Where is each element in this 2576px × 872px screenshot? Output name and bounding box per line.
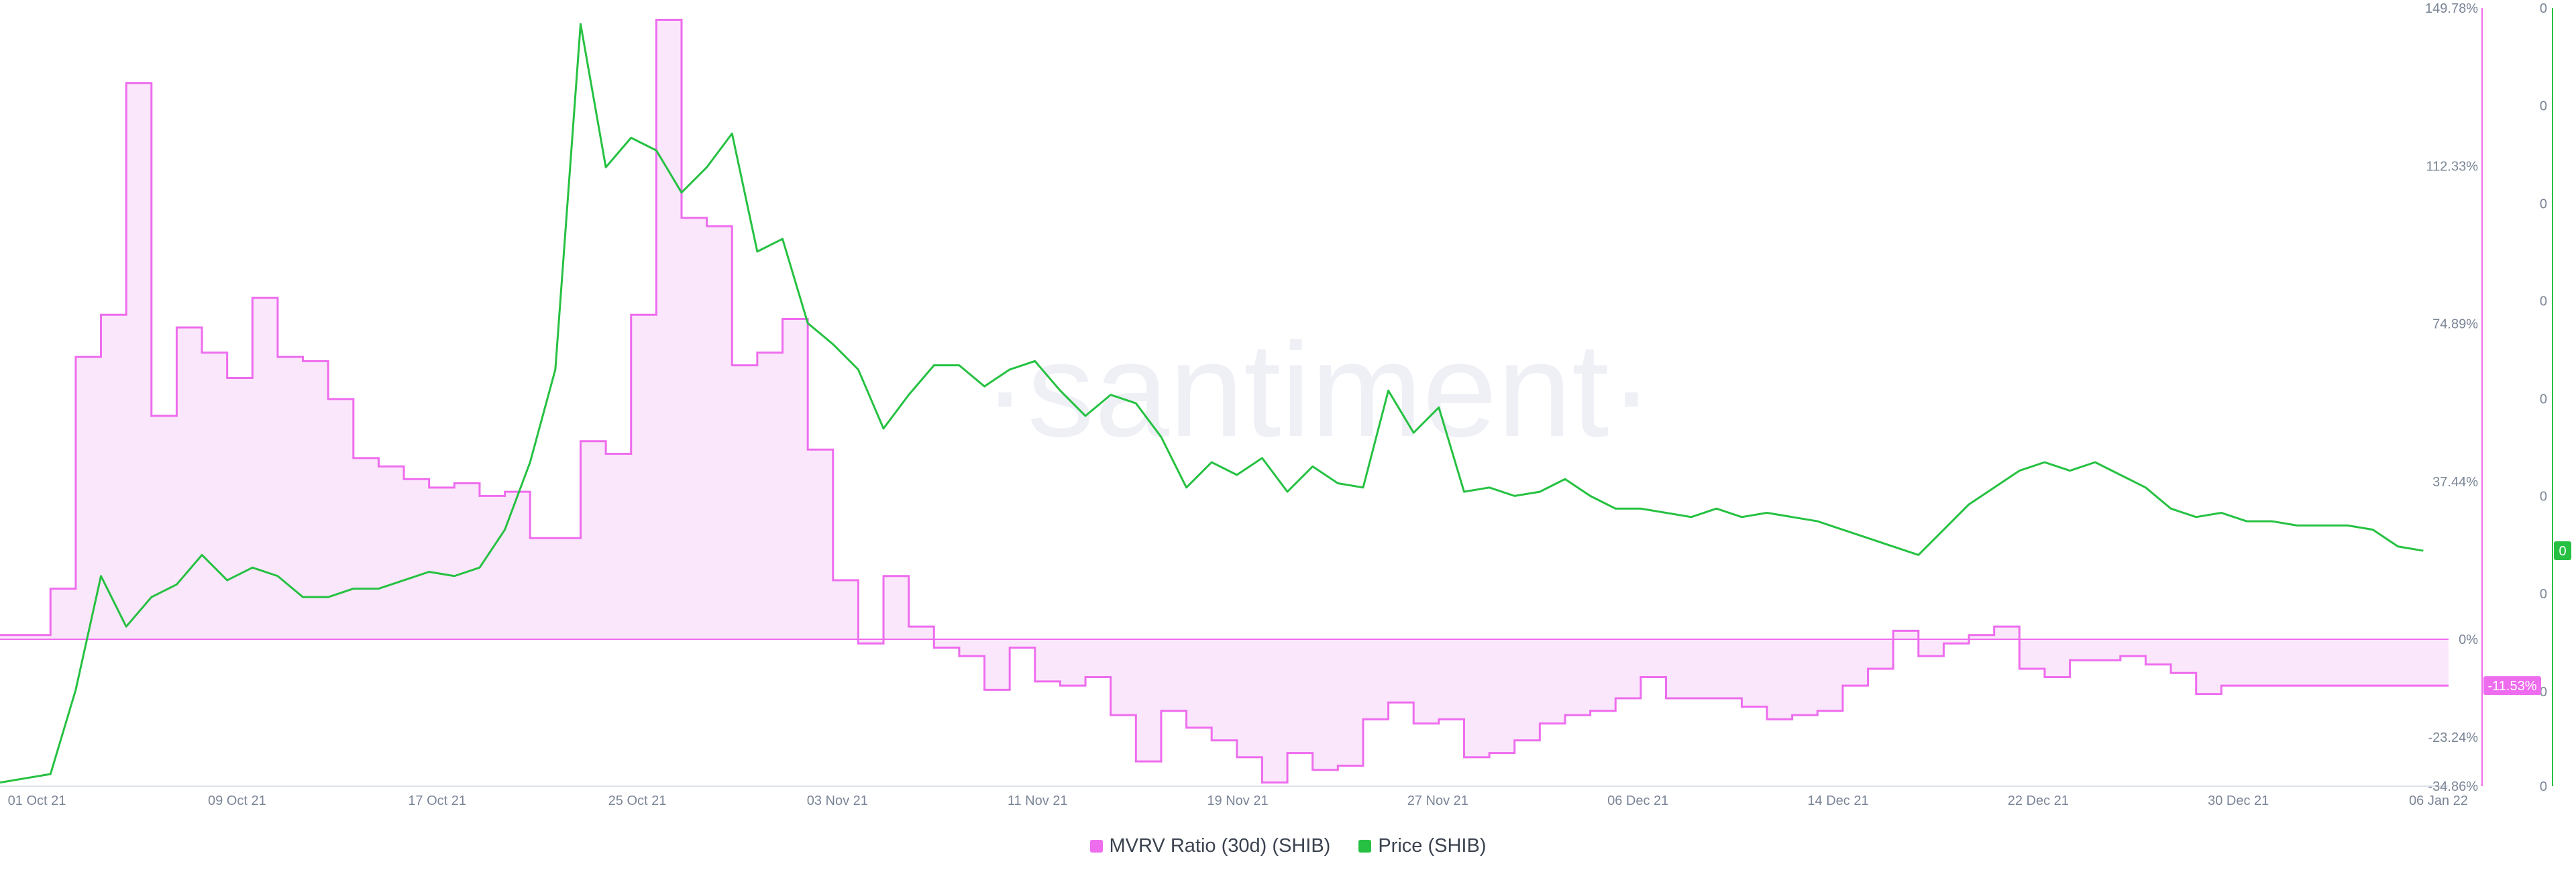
legend-swatch <box>1089 840 1103 853</box>
mvrv-last-value-badge <box>2483 676 2541 696</box>
mvrv-last-value-label: -11.53% <box>2487 679 2536 694</box>
x-axis-ticks: 01 Oct 21 09 Oct 21 17 Oct 21 25 Oct 21 03 N… <box>8 794 2468 808</box>
x-tick-label: 27 Nov 21 <box>1407 794 1468 808</box>
x-tick-label: 06 Dec 21 <box>1607 794 1668 808</box>
price-tick-label: 0 <box>2540 99 2547 114</box>
mvrv-tick-label: 37.44% <box>2432 475 2478 490</box>
price-tick-label: 0 <box>2540 197 2547 211</box>
mvrv-tick-label: 0% <box>2459 633 2478 647</box>
price-tick-label: 0 <box>2540 779 2547 794</box>
legend-swatch <box>1358 840 1372 853</box>
mvrv-tick-label: 112.33% <box>2426 159 2479 174</box>
price-tick-label: 0 <box>2540 587 2547 602</box>
x-tick-label: 03 Nov 21 <box>807 794 868 808</box>
legend-item[interactable]: MVRV Ratio (30d) (SHIB) <box>1089 835 1331 857</box>
legend-label: Price (SHIB) <box>1378 835 1487 857</box>
mvrv-area <box>0 19 2449 783</box>
price-last-value-badge <box>2554 541 2571 561</box>
mvrv-tick-label: -34.86% <box>2428 779 2479 794</box>
mvrv-tick-label: 149.78% <box>2425 1 2478 16</box>
x-tick-label: 17 Oct 21 <box>408 794 466 808</box>
mvrv-tick-label: 74.89% <box>2432 317 2478 331</box>
x-tick-label: 11 Nov 21 <box>1008 794 1068 808</box>
x-tick-label: 19 Nov 21 <box>1207 794 1268 808</box>
price-line <box>0 23 2424 784</box>
mvrv-tick-label: -23.24% <box>2428 730 2479 745</box>
mvrv-line <box>0 18 2449 784</box>
last-value-badges: -11.53% 0 <box>2483 541 2571 696</box>
x-tick-label: 14 Dec 21 <box>1807 794 1868 808</box>
x-tick-label: 25 Oct 21 <box>608 794 667 808</box>
price-tick-label: 0 <box>2540 685 2547 700</box>
price-axis-ticks: 0 0 0 0 0 0 0 0 0 <box>2540 1 2547 794</box>
x-tick-label: 30 Dec 21 <box>2208 794 2269 808</box>
price-tick-label: 0 <box>2540 1 2547 16</box>
legend: MVRV Ratio (30d) (SHIB) Price (SHIB) <box>0 835 2576 857</box>
x-tick-label: 09 Oct 21 <box>208 794 266 808</box>
price-tick-label: 0 <box>2540 294 2547 309</box>
mvrv-axis-ticks: 149.78% 112.33% 74.89% 37.44% 0% -23.24% -34.8… <box>2425 1 2478 794</box>
price-tick-label: 0 <box>2540 489 2547 504</box>
mvrv-series <box>0 18 2449 784</box>
legend-label: MVRV Ratio (30d) (SHIB) <box>1109 835 1331 857</box>
x-tick-label: 06 Jan 22 <box>2409 794 2468 808</box>
x-tick-label: 22 Dec 21 <box>2008 794 2069 808</box>
santiment-watermark: ·santiment· <box>983 315 1654 465</box>
price-last-value-label: 0 <box>2559 544 2566 559</box>
price-tick-label: 0 <box>2540 392 2547 406</box>
legend-item[interactable]: Price (SHIB) <box>1358 835 1486 857</box>
price-series <box>0 23 2424 784</box>
x-tick-label: 01 Oct 21 <box>8 794 66 808</box>
